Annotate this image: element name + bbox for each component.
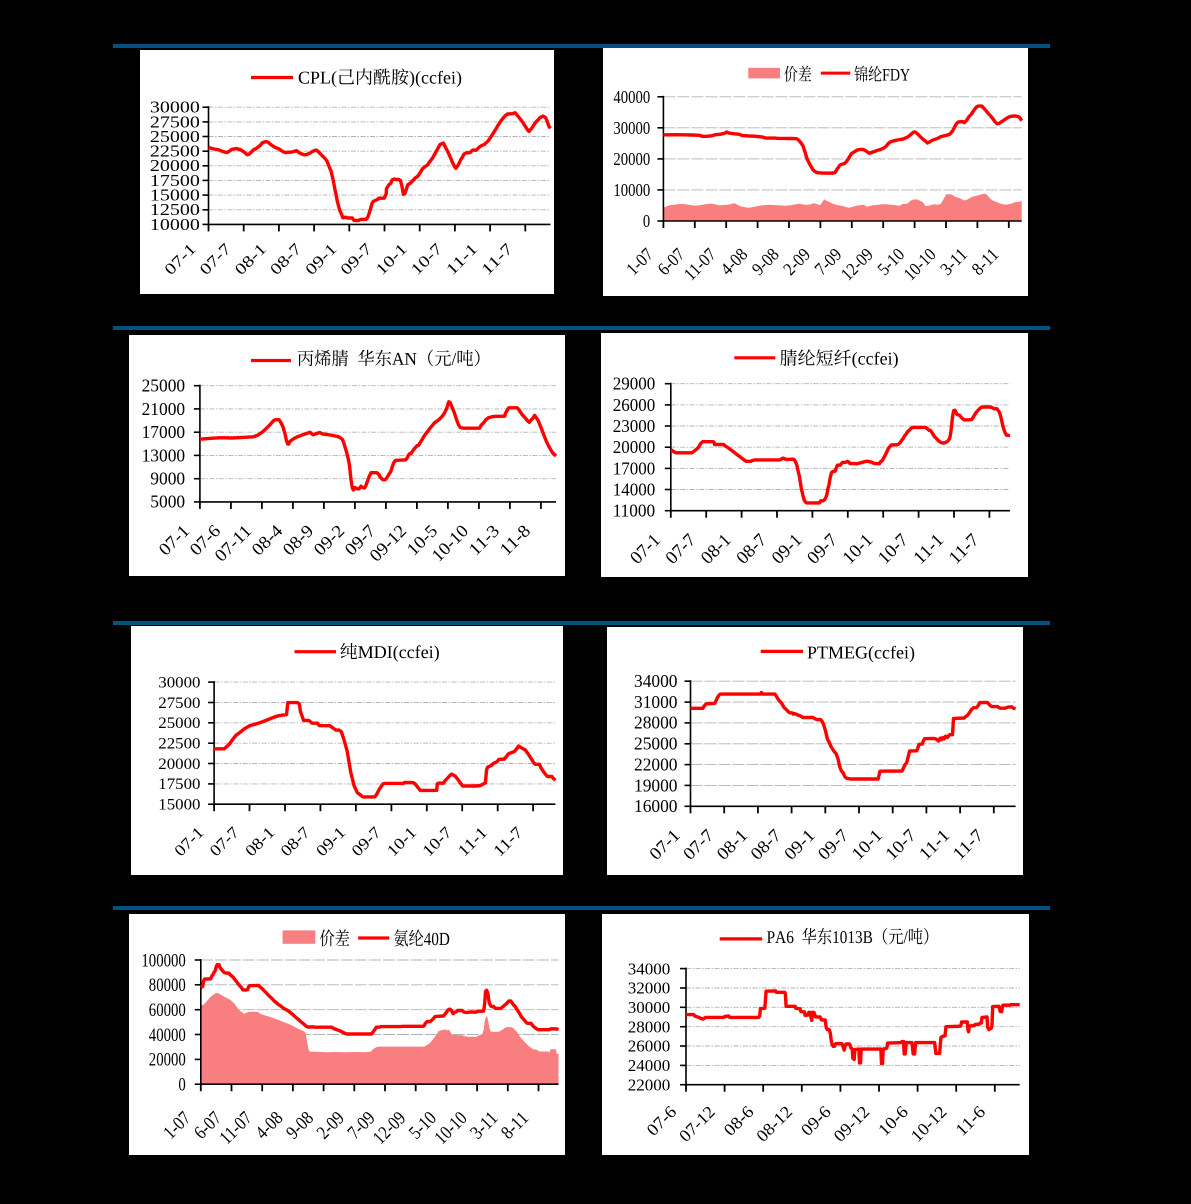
svg-text:29000: 29000 xyxy=(613,374,656,394)
svg-text:30000: 30000 xyxy=(158,673,200,692)
svg-text:17500: 17500 xyxy=(150,171,200,190)
svg-text:27500: 27500 xyxy=(150,112,200,131)
svg-text:20000: 20000 xyxy=(613,149,650,169)
svg-text:17000: 17000 xyxy=(142,422,186,442)
svg-text:20000: 20000 xyxy=(150,156,200,175)
svg-text:28000: 28000 xyxy=(628,1017,671,1036)
svg-text:25000: 25000 xyxy=(158,713,200,732)
svg-text:21000: 21000 xyxy=(142,399,186,419)
svg-text:60000: 60000 xyxy=(149,1000,186,1021)
svg-text:10000: 10000 xyxy=(150,215,200,234)
svg-text:22500: 22500 xyxy=(150,142,200,161)
svg-text:17500: 17500 xyxy=(158,774,200,793)
svg-text:28000: 28000 xyxy=(634,713,678,733)
svg-text:16000: 16000 xyxy=(634,796,678,816)
svg-text:26000: 26000 xyxy=(628,1037,671,1056)
svg-text:14000: 14000 xyxy=(613,480,656,500)
svg-text:25000: 25000 xyxy=(150,127,200,146)
svg-text:30000: 30000 xyxy=(150,98,200,117)
svg-text:80000: 80000 xyxy=(149,975,186,996)
svg-text:15000: 15000 xyxy=(150,186,200,205)
svg-text:10000: 10000 xyxy=(613,180,650,200)
svg-text:34000: 34000 xyxy=(634,671,678,691)
svg-text:40000: 40000 xyxy=(149,1025,186,1046)
svg-text:9000: 9000 xyxy=(150,469,185,489)
svg-text:32000: 32000 xyxy=(628,979,671,998)
svg-text:22000: 22000 xyxy=(628,1075,671,1094)
svg-text:22500: 22500 xyxy=(158,734,200,753)
svg-text:100000: 100000 xyxy=(141,950,185,971)
svg-text:19000: 19000 xyxy=(634,775,678,795)
svg-text:20000: 20000 xyxy=(158,754,200,773)
svg-text:0: 0 xyxy=(643,211,650,231)
svg-text:27500: 27500 xyxy=(158,693,200,712)
svg-text:22000: 22000 xyxy=(634,754,678,774)
svg-text:15000: 15000 xyxy=(158,795,200,814)
svg-text:13000: 13000 xyxy=(142,445,186,465)
svg-text:24000: 24000 xyxy=(628,1056,671,1075)
svg-text:31000: 31000 xyxy=(634,692,678,712)
svg-text:40000: 40000 xyxy=(613,87,650,107)
svg-text:12500: 12500 xyxy=(150,200,200,219)
svg-text:17000: 17000 xyxy=(613,458,656,478)
svg-text:26000: 26000 xyxy=(613,395,656,415)
svg-text:30000: 30000 xyxy=(613,118,650,138)
svg-text:20000: 20000 xyxy=(149,1050,186,1071)
svg-text:30000: 30000 xyxy=(628,998,671,1017)
svg-text:0: 0 xyxy=(178,1075,185,1096)
svg-text:11000: 11000 xyxy=(613,501,656,521)
svg-text:5000: 5000 xyxy=(150,492,185,512)
svg-text:23000: 23000 xyxy=(613,416,656,436)
svg-text:25000: 25000 xyxy=(634,734,678,754)
svg-text:20000: 20000 xyxy=(613,437,656,457)
svg-text:34000: 34000 xyxy=(628,959,671,978)
svg-text:25000: 25000 xyxy=(142,376,186,396)
